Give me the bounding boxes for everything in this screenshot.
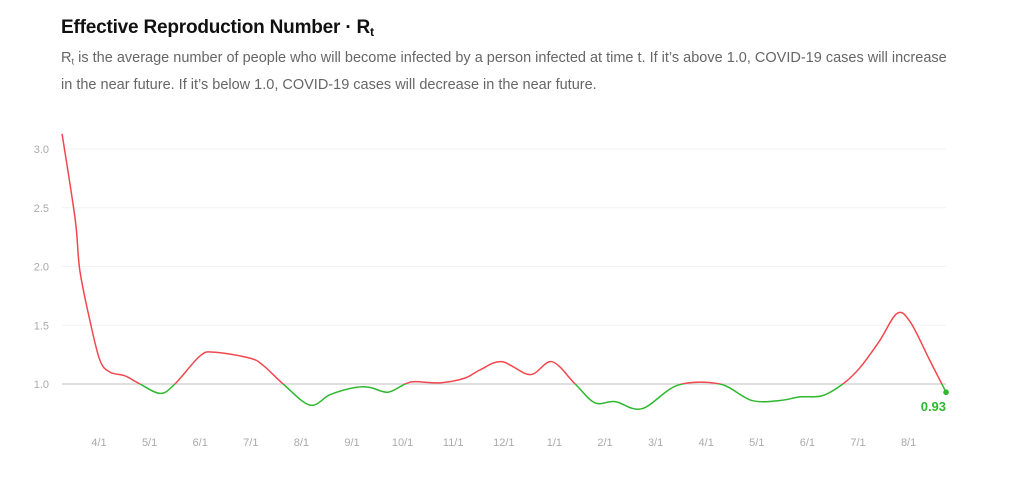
x-tick-label: 6/1: [800, 437, 815, 449]
data-point: [159, 392, 161, 394]
data-point: [124, 375, 126, 377]
y-tick-label: 2.5: [34, 203, 49, 215]
data-point: [859, 367, 861, 369]
data-point: [501, 361, 503, 363]
data-point: [109, 371, 111, 373]
y-tick-label: 3.0: [34, 144, 49, 156]
x-tick-label: 5/1: [749, 437, 764, 449]
y-tick-label: 1.0: [34, 379, 49, 391]
x-tick-label: 11/1: [443, 437, 464, 449]
data-point: [174, 383, 176, 385]
rt-line-below-threshold: [138, 384, 947, 410]
data-point: [896, 313, 898, 315]
x-tick-label: 10/1: [392, 437, 413, 449]
data-point: [139, 383, 141, 385]
data-point: [354, 387, 356, 389]
data-point: [404, 383, 406, 385]
data-point: [677, 384, 679, 386]
data-point: [842, 383, 844, 385]
x-tick-label: 7/1: [243, 437, 258, 449]
data-point: [751, 399, 753, 401]
data-point: [779, 399, 781, 401]
data-point: [909, 321, 911, 323]
last-value-label: 0.93: [921, 399, 946, 414]
data-point: [799, 396, 801, 398]
data-point: [99, 360, 101, 362]
y-tick-label: 1.5: [34, 320, 49, 332]
title-subscript: t: [370, 25, 374, 40]
data-point: [74, 219, 76, 221]
data-point: [199, 355, 201, 357]
data-point: [214, 351, 216, 353]
y-tick-label: 2.0: [34, 262, 49, 274]
data-point: [309, 404, 311, 406]
data-point: [61, 133, 63, 135]
data-point: [479, 369, 481, 371]
data-point: [414, 381, 416, 383]
chart-title: Effective Reproduction Number · Rt: [61, 17, 374, 39]
rt-line-above-threshold: [61, 133, 943, 384]
x-tick-label: 9/1: [344, 437, 359, 449]
desc-subscript: t: [71, 55, 75, 67]
x-tick-label: 7/1: [850, 437, 865, 449]
data-point: [79, 269, 81, 271]
data-point: [574, 383, 576, 385]
data-point: [262, 364, 264, 366]
title-text: Effective Reproduction Number · R: [61, 17, 371, 38]
data-point: [282, 383, 284, 385]
data-point: [439, 382, 441, 384]
desc-text: is the average number of people who will…: [61, 50, 947, 94]
x-tick-label: 2/1: [597, 437, 612, 449]
chart-description: Rt is the average number of people who w…: [61, 46, 961, 97]
data-point: [821, 395, 823, 397]
data-point: [89, 320, 91, 322]
data-point: [387, 391, 389, 393]
data-point: [641, 408, 643, 410]
data-point: [594, 402, 596, 404]
x-tick-label: 6/1: [193, 437, 208, 449]
data-point: [929, 360, 931, 362]
data-point: [551, 361, 553, 363]
data-point: [879, 340, 881, 342]
x-tick-label: 1/1: [547, 437, 562, 449]
x-tick-label: 3/1: [648, 437, 663, 449]
x-tick-label: 8/1: [901, 437, 916, 449]
last-point-marker: [943, 389, 949, 396]
data-point: [249, 357, 251, 359]
data-point: [464, 377, 466, 379]
data-point: [614, 401, 616, 403]
x-tick-label: 12/1: [493, 437, 514, 449]
data-point: [369, 387, 371, 389]
desc-r: R: [61, 50, 72, 66]
x-tick-label: 4/1: [91, 437, 106, 449]
x-tick-label: 8/1: [294, 437, 309, 449]
data-point: [529, 374, 531, 376]
data-point: [719, 383, 721, 385]
data-point: [329, 394, 331, 396]
x-tick-label: 5/1: [142, 437, 157, 449]
x-tick-label: 4/1: [699, 437, 714, 449]
